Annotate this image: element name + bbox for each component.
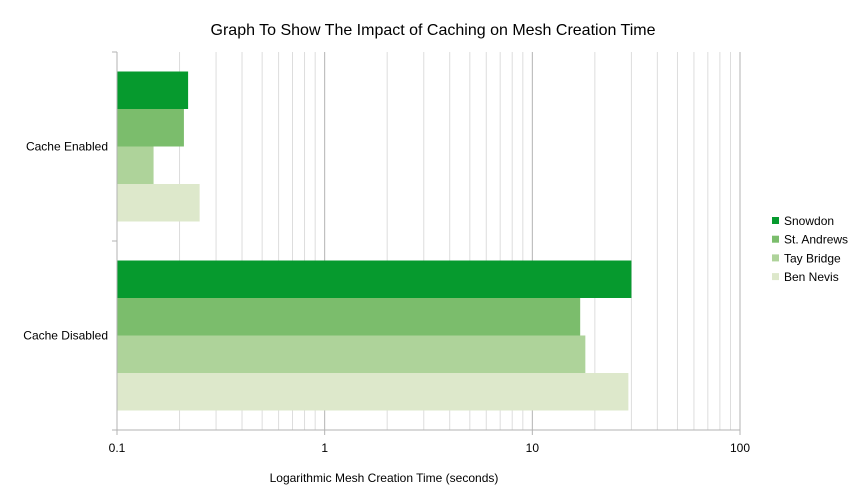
bar-ben-nevis-cache-enabled	[117, 184, 200, 222]
legend-swatch	[772, 273, 779, 281]
chart-title: Graph To Show The Impact of Caching on M…	[211, 22, 656, 39]
bar-tay-bridge-cache-enabled	[117, 146, 154, 184]
legend: Snowdon St. Andrews Tay Bridge Ben Nevis	[772, 214, 848, 284]
bars	[117, 71, 632, 411]
bar-snowdon-cache-enabled	[117, 71, 189, 109]
x-tick-label: 100	[730, 441, 750, 455]
legend-label: Ben Nevis	[784, 270, 839, 284]
bar-tay-bridge-cache-disabled	[117, 335, 586, 373]
y-tick-label: Cache Enabled	[26, 140, 108, 154]
x-tick-label: 10	[526, 441, 540, 455]
axes: Cache Enabled Cache Disabled 0.1 1 10 100	[23, 51, 750, 455]
x-tick-label: 0.1	[109, 441, 126, 455]
legend-label: Tay Bridge	[784, 251, 841, 265]
x-tick-label: 1	[321, 441, 328, 455]
bar-st-andrews-cache-disabled	[117, 298, 581, 336]
bar-ben-nevis-cache-disabled	[117, 373, 629, 411]
legend-label: Snowdon	[784, 214, 834, 228]
legend-label: St. Andrews	[784, 233, 848, 247]
y-tick-label: Cache Disabled	[23, 329, 108, 343]
legend-swatch	[772, 254, 779, 262]
legend-swatch	[772, 235, 779, 243]
bar-st-andrews-cache-enabled	[117, 109, 184, 147]
x-axis-label: Logarithmic Mesh Creation Time (seconds)	[270, 471, 499, 485]
bar-snowdon-cache-disabled	[117, 260, 632, 298]
legend-swatch	[772, 217, 779, 224]
